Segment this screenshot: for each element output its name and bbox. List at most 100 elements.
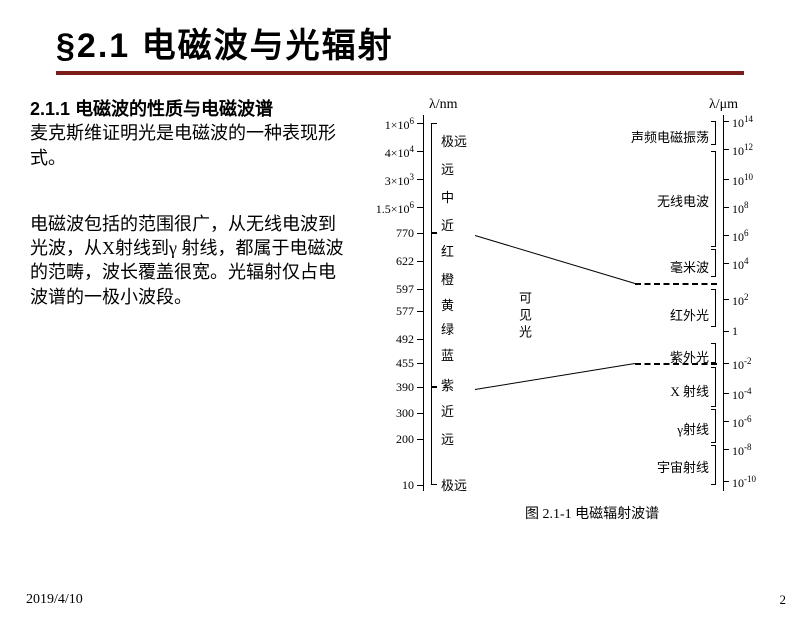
right-band-bracket bbox=[715, 445, 716, 485]
right-tick-label: 106 bbox=[732, 228, 749, 245]
dashed-connector bbox=[635, 283, 717, 285]
right-tick-mark bbox=[723, 393, 729, 394]
right-band-bracket bbox=[715, 289, 716, 327]
right-band-label: 红外光 bbox=[670, 305, 709, 324]
left-axis-header: λ/nm bbox=[429, 97, 458, 113]
right-band-label: γ射线 bbox=[677, 419, 709, 438]
right-band-bracket bbox=[715, 151, 716, 247]
right-tick-label: 1012 bbox=[732, 142, 753, 159]
left-tick-label: 622 bbox=[396, 254, 414, 269]
left-tick-mark bbox=[417, 289, 423, 290]
left-tick-label: 390 bbox=[396, 380, 414, 395]
right-band-label: 宇宙射线 bbox=[657, 457, 709, 476]
left-tick-mark bbox=[417, 387, 423, 388]
left-bracket-visible bbox=[431, 233, 432, 387]
left-region-label: 近 bbox=[441, 401, 454, 420]
right-tick-label: 108 bbox=[732, 200, 749, 217]
right-band-bracket bbox=[715, 121, 716, 145]
left-tick-mark bbox=[417, 207, 423, 208]
right-tick-mark bbox=[723, 207, 729, 208]
right-band-bracket bbox=[715, 367, 716, 407]
paragraph-1: 麦克斯维证明光是电磁波的一种表现形式。 bbox=[30, 121, 345, 170]
right-tick-mark bbox=[723, 363, 729, 364]
right-band-label: 紫外光 bbox=[670, 347, 709, 366]
left-tick-label: 200 bbox=[396, 432, 414, 447]
right-tick-mark bbox=[723, 263, 729, 264]
spectrum-figure: λ/nm1×1064×1043×1031.5×10677062259757749… bbox=[345, 91, 755, 531]
left-tick-mark bbox=[417, 123, 423, 124]
visible-light-label: 可见光 bbox=[515, 291, 534, 342]
left-tick-mark bbox=[417, 413, 423, 414]
left-tick-mark bbox=[417, 261, 423, 262]
left-region-label: 红 bbox=[441, 241, 454, 260]
right-tick-mark bbox=[723, 299, 729, 300]
left-region-label: 绿 bbox=[441, 319, 454, 338]
left-region-label: 远 bbox=[441, 429, 454, 448]
right-tick-label: 1 bbox=[732, 324, 738, 339]
right-tick-label: 102 bbox=[732, 292, 749, 309]
text-column: 2.1.1 电磁波的性质与电磁波谱 麦克斯维证明光是电磁波的一种表现形式。 电磁… bbox=[30, 91, 345, 531]
left-tick-label: 597 bbox=[396, 282, 414, 297]
left-axis-line bbox=[423, 115, 424, 491]
left-tick-mark bbox=[417, 151, 423, 152]
content-row: 2.1.1 电磁波的性质与电磁波谱 麦克斯维证明光是电磁波的一种表现形式。 电磁… bbox=[30, 91, 800, 531]
right-band-bracket bbox=[715, 343, 716, 363]
right-band-bracket bbox=[715, 249, 716, 277]
section-number: 2.1.1 bbox=[30, 99, 70, 119]
diagonal-line bbox=[475, 235, 635, 284]
right-tick-mark bbox=[723, 449, 729, 450]
left-region-label: 远 bbox=[441, 159, 454, 178]
right-tick-label: 10-4 bbox=[732, 386, 752, 403]
left-region-label: 紫 bbox=[441, 375, 454, 394]
left-region-label: 极远 bbox=[441, 131, 467, 150]
right-tick-mark bbox=[723, 179, 729, 180]
right-axis-line bbox=[723, 115, 724, 491]
right-tick-mark bbox=[723, 421, 729, 422]
right-tick-mark bbox=[723, 235, 729, 236]
right-tick-label: 10-2 bbox=[732, 356, 752, 373]
footer-date: 2019/4/10 bbox=[26, 592, 83, 608]
left-bracket-ir bbox=[431, 123, 432, 233]
right-band-label: 声频电磁振荡 bbox=[631, 127, 709, 146]
right-band-label: X 射线 bbox=[670, 381, 709, 400]
right-tick-mark bbox=[723, 481, 729, 482]
right-tick-label: 10-6 bbox=[732, 414, 752, 431]
right-tick-label: 10-8 bbox=[732, 442, 752, 459]
left-tick-mark bbox=[417, 179, 423, 180]
section-heading: 2.1.1 电磁波的性质与电磁波谱 bbox=[30, 97, 345, 121]
left-region-label: 黄 bbox=[441, 295, 454, 314]
left-region-label: 橙 bbox=[441, 269, 454, 288]
page-title: §2.1 电磁波与光辐射 bbox=[56, 18, 744, 67]
left-bracket-uv bbox=[431, 387, 432, 485]
left-tick-label: 10 bbox=[402, 478, 414, 493]
left-tick-label: 492 bbox=[396, 332, 414, 347]
left-tick-mark bbox=[417, 233, 423, 234]
left-tick-mark bbox=[417, 363, 423, 364]
left-tick-label: 455 bbox=[396, 356, 414, 371]
left-region-label: 极远 bbox=[441, 475, 467, 494]
left-tick-label: 577 bbox=[396, 304, 414, 319]
left-tick-label: 300 bbox=[396, 406, 414, 421]
diagonal-line bbox=[475, 363, 635, 390]
right-tick-label: 1010 bbox=[732, 172, 753, 189]
left-tick-mark bbox=[417, 311, 423, 312]
right-tick-mark bbox=[723, 149, 729, 150]
paragraph-2: 电磁波包括的范围很广，从无线电波到光波，从X射线到γ 射线，都属于电磁波的范畴，… bbox=[30, 212, 345, 309]
right-tick-label: 10-10 bbox=[732, 474, 756, 491]
left-region-label: 近 bbox=[441, 215, 454, 234]
left-tick-mark bbox=[417, 485, 423, 486]
left-tick-label: 770 bbox=[396, 226, 414, 241]
left-tick-label: 4×104 bbox=[385, 144, 414, 161]
right-tick-label: 1014 bbox=[732, 114, 753, 131]
left-tick-mark bbox=[417, 439, 423, 440]
right-band-label: 毫米波 bbox=[670, 257, 709, 276]
right-axis-header: λ/μm bbox=[709, 97, 738, 113]
left-tick-label: 3×103 bbox=[385, 172, 414, 189]
left-region-label: 蓝 bbox=[441, 345, 454, 364]
right-tick-mark bbox=[723, 331, 729, 332]
title-underline: §2.1 电磁波与光辐射 bbox=[56, 18, 744, 75]
right-tick-mark bbox=[723, 121, 729, 122]
left-tick-label: 1×106 bbox=[385, 116, 414, 133]
right-band-label: 无线电波 bbox=[657, 191, 709, 210]
left-tick-mark bbox=[417, 339, 423, 340]
